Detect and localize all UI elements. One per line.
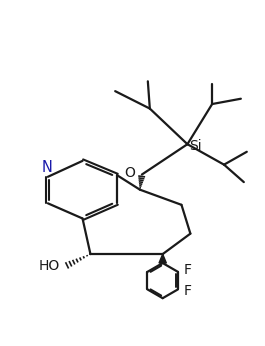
Text: F: F: [183, 284, 191, 298]
Text: F: F: [183, 263, 191, 277]
Text: HO: HO: [38, 259, 60, 273]
Text: Si: Si: [189, 138, 201, 153]
Text: N: N: [41, 160, 52, 175]
Text: O: O: [125, 166, 135, 180]
Polygon shape: [159, 254, 166, 263]
